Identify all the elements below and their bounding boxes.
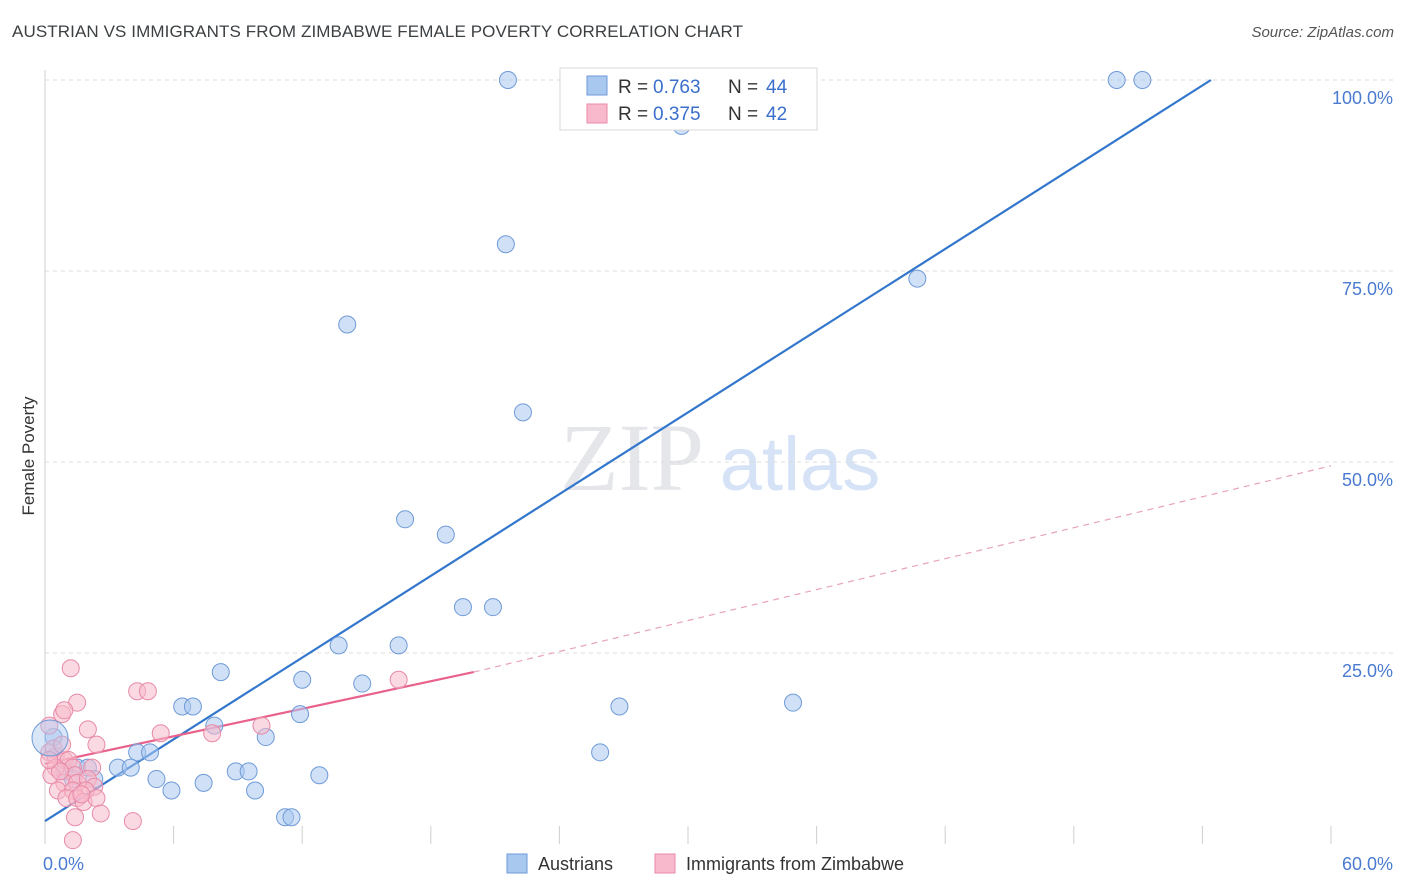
point-austrians	[239, 762, 258, 781]
point-zimbabwe	[87, 789, 106, 808]
point-austrians	[389, 636, 408, 655]
point-austrians	[498, 71, 517, 89]
point-austrians	[211, 663, 230, 682]
bottom-legend-zimbabwe: Immigrants from Zimbabwe	[686, 854, 904, 874]
point-austrians	[282, 808, 301, 827]
point-austrians	[183, 697, 202, 716]
legend-r-value-2: 0.375	[653, 104, 701, 125]
legend-n-label-1: N =	[728, 77, 758, 98]
point-zimbabwe	[389, 670, 408, 689]
point-zimbabwe	[123, 812, 142, 831]
point-zimbabwe	[40, 716, 59, 735]
point-austrians	[496, 235, 515, 254]
point-austrians	[141, 743, 160, 762]
point-austrians	[591, 743, 610, 762]
point-zimbabwe	[91, 804, 110, 823]
point-austrians	[293, 670, 312, 689]
bottom-legend-swatch-austrians	[506, 853, 528, 874]
legend-n-label-2: N =	[728, 104, 758, 125]
point-austrians	[784, 693, 803, 712]
point-austrians	[338, 315, 357, 334]
axes: 25.0% 50.0% 75.0% 100.0% 0.0% 60.0%	[43, 70, 1393, 874]
point-zimbabwe	[151, 724, 170, 743]
point-zimbabwe	[72, 785, 91, 804]
legend-swatch-zimbabwe	[586, 103, 608, 124]
point-austrians-cluster	[31, 719, 69, 757]
point-austrians	[453, 598, 472, 617]
point-zimbabwe	[78, 720, 97, 739]
point-austrians	[1107, 71, 1126, 89]
point-zimbabwe	[63, 831, 82, 850]
legend-swatch-austrians	[586, 75, 608, 96]
point-austrians	[310, 766, 329, 785]
point-austrians	[147, 770, 166, 789]
point-zimbabwe	[138, 682, 157, 701]
point-austrians	[436, 525, 455, 544]
x-tick-label-max: 60.0%	[1342, 854, 1393, 874]
y-tick-label: 75.0%	[1342, 279, 1393, 299]
gridlines	[45, 79, 1393, 654]
point-austrians	[246, 781, 265, 800]
point-austrians	[908, 269, 927, 288]
trend-line-austrians	[44, 79, 1212, 823]
x-tick-label-min: 0.0%	[43, 854, 84, 874]
point-zimbabwe	[252, 716, 271, 735]
bottom-legend-swatch-zimbabwe	[654, 853, 676, 874]
point-zimbabwe	[55, 701, 74, 720]
legend-r-value-1: 0.763	[653, 77, 701, 98]
point-austrians	[513, 403, 532, 422]
y-tick-label: 50.0%	[1342, 470, 1393, 490]
legend-r-label-1: R =	[618, 77, 648, 98]
bottom-legend: Austrians Immigrants from Zimbabwe	[506, 853, 904, 874]
y-tick-label: 25.0%	[1342, 661, 1393, 681]
point-zimbabwe	[51, 762, 70, 781]
trend-line-zimbabwe-extension	[473, 465, 1332, 673]
point-austrians	[396, 510, 415, 529]
point-zimbabwe	[53, 735, 72, 754]
point-austrians	[162, 781, 181, 800]
point-austrians	[483, 598, 502, 617]
point-austrians	[1133, 71, 1152, 89]
top-legend: R = 0.763 N = 44 R = 0.375 N = 42	[559, 67, 818, 131]
legend-r-label-2: R =	[618, 104, 648, 125]
data-points	[31, 71, 1152, 850]
watermark-atlas: atlas	[720, 422, 881, 507]
point-zimbabwe	[203, 724, 222, 743]
bottom-legend-austrians: Austrians	[538, 854, 613, 874]
y-tick-label: 100.0%	[1332, 88, 1393, 108]
point-austrians	[194, 773, 213, 792]
point-austrians	[353, 674, 372, 693]
legend-n-value-1: 44	[766, 77, 788, 98]
point-austrians	[610, 697, 629, 716]
point-austrians	[291, 705, 310, 724]
point-zimbabwe	[87, 735, 106, 754]
point-austrians	[329, 636, 348, 655]
y-axis-label: Female Poverty	[19, 396, 38, 516]
chart-title: AUSTRIAN VS IMMIGRANTS FROM ZIMBABWE FEM…	[12, 22, 744, 41]
point-zimbabwe	[66, 808, 85, 827]
legend-n-value-2: 42	[766, 104, 787, 125]
point-austrians	[121, 758, 140, 777]
point-zimbabwe	[61, 659, 80, 678]
source-label: Source: ZipAtlas.com	[1251, 24, 1394, 41]
watermark-zip: ZIP	[560, 404, 704, 511]
